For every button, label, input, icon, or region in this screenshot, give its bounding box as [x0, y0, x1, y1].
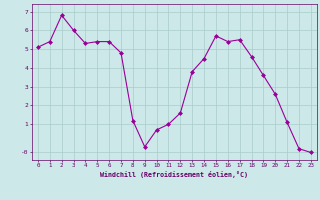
X-axis label: Windchill (Refroidissement éolien,°C): Windchill (Refroidissement éolien,°C) [100, 171, 248, 178]
